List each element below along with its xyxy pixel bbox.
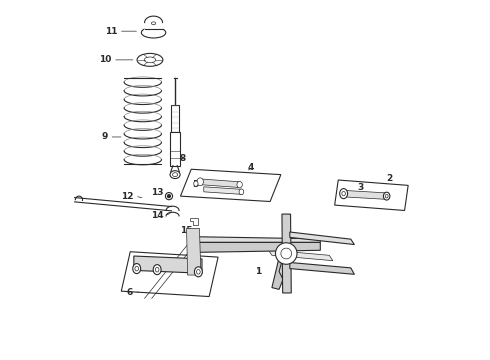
Text: 5: 5 [192,180,198,189]
Ellipse shape [137,53,163,66]
Text: 8: 8 [179,154,186,163]
Circle shape [168,195,171,198]
Polygon shape [290,262,354,274]
Text: 12: 12 [122,192,134,201]
Ellipse shape [340,189,347,199]
Text: 2: 2 [386,174,392,183]
Ellipse shape [151,22,156,25]
Ellipse shape [195,267,202,277]
Polygon shape [279,235,294,279]
Polygon shape [272,243,289,289]
Text: 7: 7 [162,260,168,269]
Text: 1: 1 [255,267,261,276]
Polygon shape [191,237,320,242]
Polygon shape [343,190,387,199]
Polygon shape [269,250,333,261]
Ellipse shape [383,192,390,200]
Ellipse shape [133,264,141,274]
Ellipse shape [172,173,177,177]
Ellipse shape [194,181,198,186]
Polygon shape [200,179,240,188]
Ellipse shape [153,265,161,275]
Ellipse shape [385,194,388,198]
Polygon shape [290,232,354,244]
Polygon shape [282,214,291,293]
Ellipse shape [144,57,156,63]
Ellipse shape [155,267,159,272]
Text: 15: 15 [180,226,193,235]
Circle shape [275,243,297,264]
Text: 14: 14 [150,211,163,220]
Polygon shape [335,180,408,211]
Text: 10: 10 [99,55,112,64]
Text: 9: 9 [101,132,108,141]
Circle shape [166,193,172,200]
Ellipse shape [141,27,166,38]
Bar [171,105,179,132]
Text: 13: 13 [151,188,163,197]
Polygon shape [122,252,218,297]
Ellipse shape [196,270,200,274]
Ellipse shape [239,189,244,195]
Bar [170,132,180,166]
Polygon shape [191,219,198,225]
Circle shape [281,248,292,259]
Text: 11: 11 [105,27,118,36]
Text: 4: 4 [247,163,254,172]
Polygon shape [204,187,242,194]
Ellipse shape [197,178,203,186]
Polygon shape [187,228,201,275]
Ellipse shape [135,266,139,271]
Ellipse shape [170,171,180,179]
Text: 3: 3 [357,183,364,192]
Text: 6: 6 [127,288,133,297]
Ellipse shape [237,181,243,188]
Polygon shape [134,256,202,273]
Text: float: float [196,182,199,184]
Ellipse shape [342,192,345,196]
Polygon shape [191,242,320,252]
Polygon shape [180,169,281,202]
